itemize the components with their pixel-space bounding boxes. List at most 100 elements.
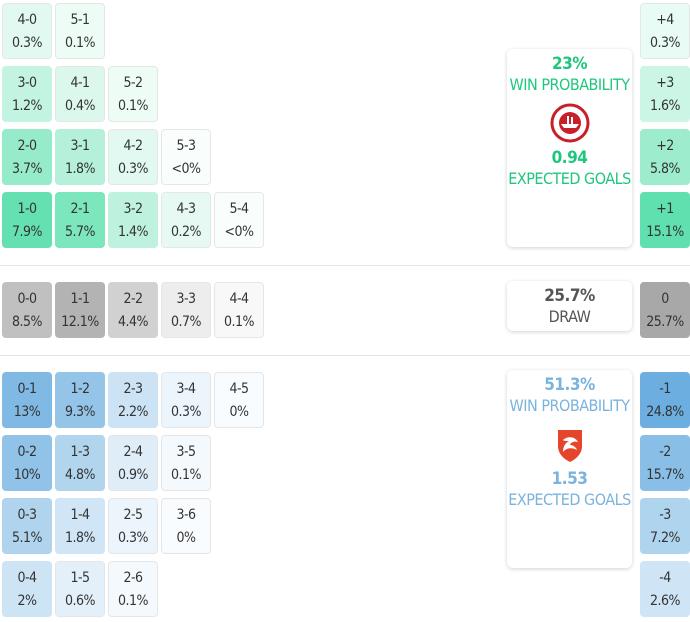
score-label: 3-0 bbox=[17, 75, 37, 91]
scoreline-cell: 1-2 9.3% bbox=[55, 372, 105, 428]
score-label: 3-6 bbox=[176, 507, 196, 523]
score-label: 1-5 bbox=[70, 570, 90, 586]
probability-value: 1.2% bbox=[12, 98, 43, 114]
away-win-pct: 51.3% bbox=[544, 375, 595, 395]
draw-label: DRAW bbox=[548, 307, 591, 326]
away-xg: 1.53 bbox=[551, 469, 588, 489]
probability-value: 12.1% bbox=[61, 314, 99, 330]
home-xg: 0.94 bbox=[551, 148, 588, 168]
probability-value: 0.3% bbox=[118, 161, 149, 177]
probability-value: 10% bbox=[13, 467, 41, 483]
probability-value: 3.7% bbox=[12, 161, 43, 177]
home-win-card: 23% WIN PROBABILITY 0.94 EXPECTED GOALS bbox=[507, 49, 632, 247]
scoreline-cell: 2-3 2.2% bbox=[108, 372, 158, 428]
probability-value: 0.2% bbox=[171, 224, 202, 240]
scoreline-cell: 5-4 <0% bbox=[214, 192, 264, 248]
score-label: 4-0 bbox=[17, 12, 37, 28]
score-label: 2-0 bbox=[17, 138, 37, 154]
probability-value: 2.6% bbox=[650, 593, 681, 609]
score-label: -2 bbox=[659, 444, 671, 460]
score-label: +4 bbox=[656, 12, 674, 28]
probability-value: 0.9% bbox=[118, 467, 149, 483]
scoreline-cell: 2-0 3.7% bbox=[2, 129, 52, 185]
margin-cell: +4 0.3% bbox=[640, 3, 690, 59]
score-label: 4-1 bbox=[70, 75, 90, 91]
score-label: +3 bbox=[656, 75, 674, 91]
probability-value: 0.1% bbox=[118, 593, 149, 609]
score-label: 1-2 bbox=[70, 381, 90, 397]
score-label: 2-5 bbox=[123, 507, 143, 523]
probability-value: 24.8% bbox=[646, 404, 684, 420]
probability-value: 13% bbox=[13, 404, 41, 420]
margin-cell: +2 5.8% bbox=[640, 129, 690, 185]
probability-value: 15.7% bbox=[646, 467, 684, 483]
divider bbox=[0, 265, 690, 266]
scoreline-cell: 0-0 8.5% bbox=[2, 282, 52, 338]
score-label: -1 bbox=[659, 381, 671, 397]
scoreline-cell: 0-2 10% bbox=[2, 435, 52, 491]
away-win-card: 51.3% WIN PROBABILITY 1.53 EXPECTED GOAL… bbox=[507, 370, 632, 568]
score-label: 5-3 bbox=[176, 138, 196, 154]
probability-value: 5.8% bbox=[650, 161, 681, 177]
home-team-logo bbox=[507, 103, 632, 143]
scoreline-cell: 0-4 2% bbox=[2, 561, 52, 617]
score-label: 0-0 bbox=[17, 291, 37, 307]
score-label: 3-1 bbox=[70, 138, 90, 154]
probability-value: 0.1% bbox=[171, 467, 202, 483]
margin-cell: -3 7.2% bbox=[640, 498, 690, 554]
probability-value: 2.2% bbox=[118, 404, 149, 420]
score-label: -3 bbox=[659, 507, 671, 523]
probability-value: 0.6% bbox=[65, 593, 96, 609]
probability-value: 1.8% bbox=[65, 530, 96, 546]
divider bbox=[0, 355, 690, 356]
score-label: 5-4 bbox=[229, 201, 249, 217]
margin-cell: +3 1.6% bbox=[640, 66, 690, 122]
score-label: 2-3 bbox=[123, 381, 143, 397]
probability-value: 0.1% bbox=[224, 314, 255, 330]
probability-value: <0% bbox=[171, 161, 201, 177]
scoreline-cell: 3-5 0.1% bbox=[161, 435, 211, 491]
scoreline-cell: 3-4 0.3% bbox=[161, 372, 211, 428]
margin-cell: -1 24.8% bbox=[640, 372, 690, 428]
probability-value: 0% bbox=[229, 404, 249, 420]
score-label: 1-4 bbox=[70, 507, 90, 523]
scoreline-cell: 1-0 7.9% bbox=[2, 192, 52, 248]
scoreline-cell: 0-1 13% bbox=[2, 372, 52, 428]
probability-value: 7.9% bbox=[12, 224, 43, 240]
margin-cell: 0 25.7% bbox=[640, 282, 690, 338]
probability-value: 25.7% bbox=[646, 314, 684, 330]
scoreline-cell: 3-1 1.8% bbox=[55, 129, 105, 185]
scoreline-cell: 4-1 0.4% bbox=[55, 66, 105, 122]
score-label: 1-3 bbox=[70, 444, 90, 460]
probability-value: 4.4% bbox=[118, 314, 149, 330]
score-label: 2-4 bbox=[123, 444, 143, 460]
probability-value: 0.3% bbox=[171, 404, 202, 420]
probability-value: 1.6% bbox=[650, 98, 681, 114]
scoreline-cell: 0-3 5.1% bbox=[2, 498, 52, 554]
scoreline-cell: 3-0 1.2% bbox=[2, 66, 52, 122]
scoreline-cell: 1-4 1.8% bbox=[55, 498, 105, 554]
score-label: 4-4 bbox=[229, 291, 249, 307]
scoreline-cell: 3-6 0% bbox=[161, 498, 211, 554]
probability-value: 0.1% bbox=[65, 35, 96, 51]
away-team-logo bbox=[507, 424, 632, 464]
score-label: 3-3 bbox=[176, 291, 196, 307]
scoreline-cell: 2-2 4.4% bbox=[108, 282, 158, 338]
home-xg-label: EXPECTED GOALS bbox=[508, 169, 631, 188]
scoreline-cell: 5-3 <0% bbox=[161, 129, 211, 185]
score-label: +1 bbox=[656, 201, 674, 217]
score-label: +2 bbox=[656, 138, 674, 154]
probability-value: 0.1% bbox=[118, 98, 149, 114]
score-label: 2-6 bbox=[123, 570, 143, 586]
score-label: 0-1 bbox=[17, 381, 37, 397]
score-label: 3-4 bbox=[176, 381, 196, 397]
probability-value: <0% bbox=[224, 224, 254, 240]
probability-value: 0.3% bbox=[12, 35, 43, 51]
home-win-pct: 23% bbox=[551, 54, 588, 74]
score-label: -4 bbox=[659, 570, 671, 586]
scoreline-cell: 1-5 0.6% bbox=[55, 561, 105, 617]
score-label: 2-2 bbox=[123, 291, 143, 307]
score-label: 0 bbox=[661, 291, 669, 307]
probability-value: 0.3% bbox=[118, 530, 149, 546]
probability-value: 0.4% bbox=[65, 98, 96, 114]
